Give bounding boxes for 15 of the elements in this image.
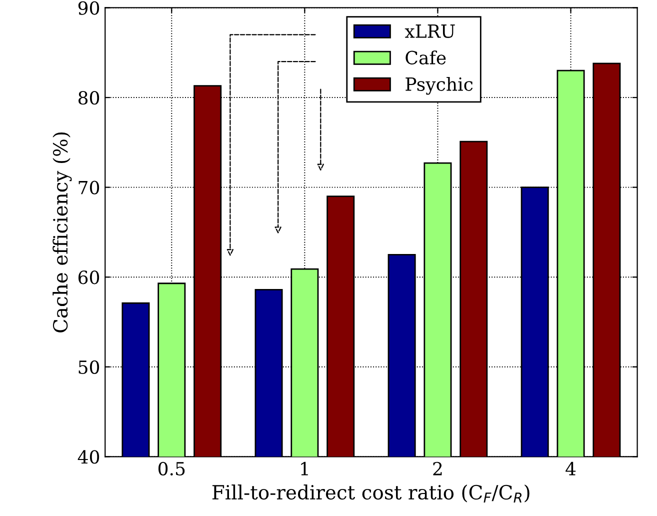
- x-tick-label: 4: [566, 462, 576, 476]
- y-tick-label: 60: [78, 270, 100, 284]
- y-tick-label: 70: [78, 180, 100, 194]
- x-tick-label: 2: [433, 462, 442, 476]
- x-tick-label: 1: [301, 462, 308, 476]
- y-tick-label: 50: [78, 360, 100, 374]
- y-tick-label: 40: [78, 450, 100, 464]
- x-tick-label: 0.5: [158, 462, 185, 476]
- x-axis-title: Fill-to-redirect cost ratio (C$_{F}$/C$_{R}$): [212, 484, 530, 503]
- legend-label: Psychic: [406, 76, 473, 95]
- y-tick-label: 90: [78, 1, 100, 15]
- legend-label: xLRU: [404, 24, 455, 38]
- legend-label: Cafe: [406, 50, 446, 64]
- y-tick-label: 80: [78, 90, 100, 105]
- y-axis-title: Cache efficiency (%): [52, 132, 72, 332]
